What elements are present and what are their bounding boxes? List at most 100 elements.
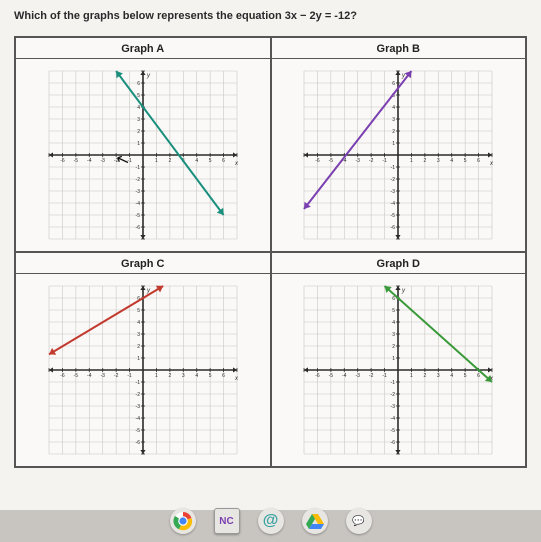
svg-text:-4: -4 bbox=[87, 158, 92, 164]
taskbar-nc-icon[interactable]: NC bbox=[214, 508, 240, 534]
svg-text:6: 6 bbox=[477, 158, 480, 164]
svg-text:-3: -3 bbox=[356, 158, 361, 164]
svg-text:-5: -5 bbox=[73, 373, 78, 379]
svg-text:4: 4 bbox=[195, 158, 198, 164]
svg-text:1: 1 bbox=[137, 356, 140, 362]
svg-text:-6: -6 bbox=[135, 440, 140, 446]
title-b: Graph B bbox=[272, 40, 526, 59]
svg-text:3: 3 bbox=[437, 373, 440, 379]
svg-text:-5: -5 bbox=[73, 158, 78, 164]
svg-text:4: 4 bbox=[195, 373, 198, 379]
svg-text:5: 5 bbox=[209, 373, 212, 379]
svg-text:x: x bbox=[234, 376, 239, 382]
svg-text:6: 6 bbox=[137, 81, 140, 87]
cell-graph-b[interactable]: Graph B 112233445566-1-1-2-2-3-3-4-4-5-5… bbox=[271, 37, 527, 252]
svg-text:-5: -5 bbox=[329, 158, 334, 164]
svg-text:-1: -1 bbox=[135, 380, 140, 386]
svg-text:1: 1 bbox=[137, 141, 140, 147]
svg-text:-2: -2 bbox=[114, 373, 119, 379]
svg-text:-5: -5 bbox=[391, 213, 396, 219]
svg-text:-5: -5 bbox=[329, 373, 334, 379]
svg-text:-2: -2 bbox=[391, 392, 396, 398]
svg-text:-4: -4 bbox=[87, 373, 92, 379]
cell-graph-c[interactable]: Graph C 112233445566-1-1-2-2-3-3-4-4-5-5… bbox=[15, 252, 271, 467]
svg-text:-1: -1 bbox=[391, 165, 396, 171]
chat-label: 💬 bbox=[352, 516, 364, 527]
svg-text:1: 1 bbox=[392, 141, 395, 147]
svg-text:-5: -5 bbox=[391, 428, 396, 434]
svg-text:-2: -2 bbox=[114, 158, 119, 164]
graph-grid: Graph A 112233445566-1-1-2-2-3-3-4-4-5-5… bbox=[14, 36, 527, 468]
svg-text:-2: -2 bbox=[135, 392, 140, 398]
title-d: Graph D bbox=[272, 255, 526, 274]
svg-text:5: 5 bbox=[464, 158, 467, 164]
svg-text:-6: -6 bbox=[135, 225, 140, 231]
svg-text:-1: -1 bbox=[135, 165, 140, 171]
title-a: Graph A bbox=[16, 40, 270, 59]
taskbar-chat-icon[interactable]: 💬 bbox=[346, 508, 372, 534]
svg-text:3: 3 bbox=[392, 117, 395, 123]
svg-text:-2: -2 bbox=[369, 158, 374, 164]
svg-text:4: 4 bbox=[137, 320, 140, 326]
svg-text:x: x bbox=[489, 161, 494, 167]
svg-text:4: 4 bbox=[451, 373, 454, 379]
svg-text:-6: -6 bbox=[315, 373, 320, 379]
cell-graph-a[interactable]: Graph A 112233445566-1-1-2-2-3-3-4-4-5-5… bbox=[15, 37, 271, 252]
svg-text:4: 4 bbox=[451, 158, 454, 164]
svg-text:-3: -3 bbox=[391, 404, 396, 410]
svg-text:-6: -6 bbox=[60, 373, 65, 379]
svg-text:5: 5 bbox=[137, 308, 140, 314]
svg-text:-3: -3 bbox=[135, 404, 140, 410]
svg-text:-4: -4 bbox=[135, 416, 140, 422]
svg-text:-1: -1 bbox=[391, 380, 396, 386]
svg-text:y: y bbox=[401, 288, 406, 294]
svg-text:4: 4 bbox=[392, 105, 395, 111]
nc-label: NC bbox=[219, 516, 233, 527]
svg-text:2: 2 bbox=[392, 129, 395, 135]
swirl-label: @ bbox=[263, 512, 279, 530]
graph-c-svg: 112233445566-1-1-2-2-3-3-4-4-5-5-6-6xy bbox=[43, 280, 243, 460]
svg-text:-2: -2 bbox=[391, 177, 396, 183]
title-c: Graph C bbox=[16, 255, 270, 274]
svg-text:1: 1 bbox=[155, 373, 158, 379]
svg-text:3: 3 bbox=[437, 158, 440, 164]
graph-d-svg: 112233445566-1-1-2-2-3-3-4-4-5-5-6-6xy bbox=[298, 280, 498, 460]
svg-text:-1: -1 bbox=[127, 158, 132, 164]
graph-a-svg: 112233445566-1-1-2-2-3-3-4-4-5-5-6-6xy bbox=[43, 65, 243, 245]
svg-text:6: 6 bbox=[392, 81, 395, 87]
svg-text:-1: -1 bbox=[383, 158, 388, 164]
svg-text:-3: -3 bbox=[100, 158, 105, 164]
svg-text:3: 3 bbox=[392, 332, 395, 338]
svg-text:-5: -5 bbox=[135, 213, 140, 219]
svg-text:x: x bbox=[234, 161, 239, 167]
taskbar-drive-icon[interactable] bbox=[302, 508, 328, 534]
svg-text:-4: -4 bbox=[391, 416, 396, 422]
svg-text:2: 2 bbox=[137, 129, 140, 135]
svg-text:-2: -2 bbox=[369, 373, 374, 379]
worksheet-page: Which of the graphs below represents the… bbox=[0, 0, 541, 510]
svg-text:-5: -5 bbox=[135, 428, 140, 434]
svg-text:-4: -4 bbox=[342, 373, 347, 379]
cell-graph-d[interactable]: Graph D 112233445566-1-1-2-2-3-3-4-4-5-5… bbox=[271, 252, 527, 467]
svg-text:-1: -1 bbox=[127, 373, 132, 379]
svg-text:-3: -3 bbox=[391, 189, 396, 195]
svg-text:3: 3 bbox=[137, 332, 140, 338]
svg-text:3: 3 bbox=[182, 373, 185, 379]
svg-text:1: 1 bbox=[410, 373, 413, 379]
svg-text:-6: -6 bbox=[315, 158, 320, 164]
svg-text:-3: -3 bbox=[135, 189, 140, 195]
svg-text:-3: -3 bbox=[356, 373, 361, 379]
svg-text:-6: -6 bbox=[391, 440, 396, 446]
taskbar-chrome-icon[interactable] bbox=[170, 508, 196, 534]
svg-text:3: 3 bbox=[137, 117, 140, 123]
svg-text:5: 5 bbox=[464, 373, 467, 379]
svg-text:2: 2 bbox=[392, 344, 395, 350]
svg-text:-4: -4 bbox=[391, 201, 396, 207]
svg-text:6: 6 bbox=[222, 158, 225, 164]
graph-b-svg: 112233445566-1-1-2-2-3-3-4-4-5-5-6-6xy bbox=[298, 65, 498, 245]
svg-text:1: 1 bbox=[392, 356, 395, 362]
svg-text:4: 4 bbox=[392, 320, 395, 326]
svg-text:2: 2 bbox=[168, 373, 171, 379]
svg-text:-4: -4 bbox=[135, 201, 140, 207]
taskbar-swirl-icon[interactable]: @ bbox=[258, 508, 284, 534]
